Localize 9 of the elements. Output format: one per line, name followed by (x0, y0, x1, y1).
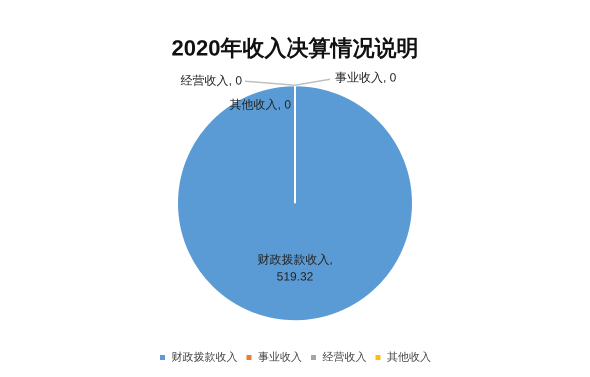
legend-label: 财政拨款收入 (172, 350, 238, 364)
legend-label: 其他收入 (387, 350, 431, 364)
legend-label: 事业收入 (258, 350, 302, 364)
text: 其他收入, 0 (230, 98, 291, 112)
text: 经营收入, 0 (180, 74, 242, 88)
data-label: 财政拨款收入, 519.32 (257, 252, 333, 284)
chart-title: 2020年收入决算情况说明 (172, 35, 418, 60)
text: 事业收入, 0 (335, 70, 396, 85)
legend-label: 经营收入 (322, 350, 366, 364)
